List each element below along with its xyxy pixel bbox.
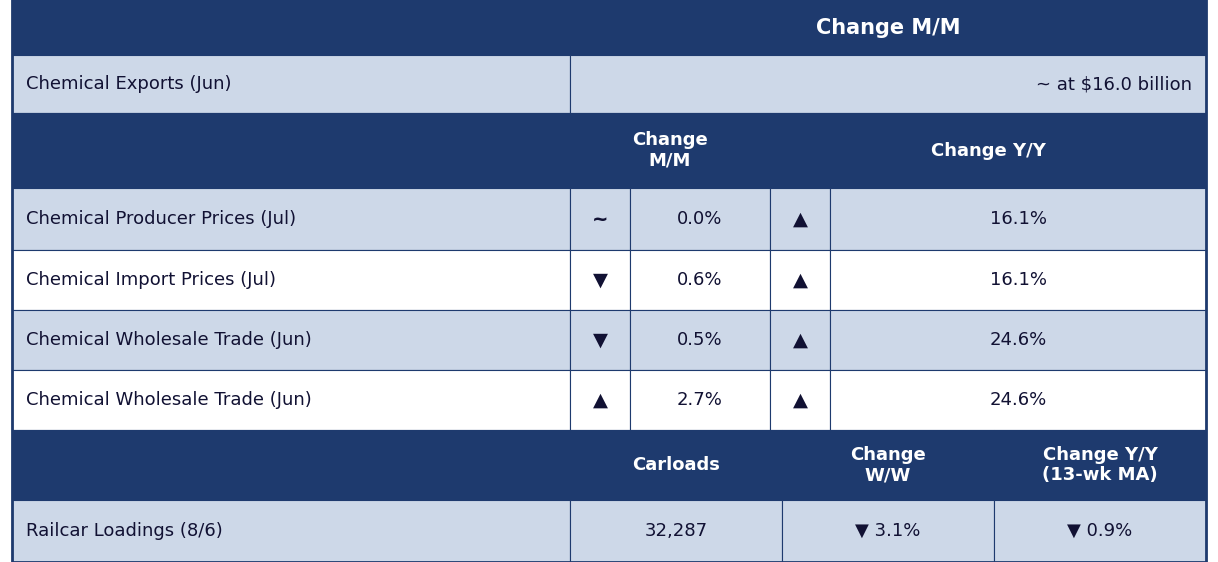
- Bar: [829, 370, 1206, 430]
- Text: ~: ~: [592, 210, 608, 229]
- Text: 0.5%: 0.5%: [677, 331, 722, 349]
- Text: ~ at $16.0 billion: ~ at $16.0 billion: [1037, 75, 1192, 93]
- Text: 2.7%: 2.7%: [677, 391, 723, 409]
- Bar: [630, 188, 770, 250]
- Text: 0.0%: 0.0%: [677, 210, 722, 228]
- Bar: [770, 310, 829, 370]
- Bar: [570, 250, 630, 310]
- Text: Change Y/Y
(13-wk MA): Change Y/Y (13-wk MA): [1043, 446, 1158, 484]
- Bar: [630, 370, 770, 430]
- Text: Chemical Wholesale Trade (Jun): Chemical Wholesale Trade (Jun): [26, 391, 312, 409]
- Text: 16.1%: 16.1%: [989, 210, 1046, 228]
- Text: Chemical Wholesale Trade (Jun): Chemical Wholesale Trade (Jun): [26, 331, 312, 349]
- Text: 24.6%: 24.6%: [989, 331, 1046, 349]
- Text: ▼ 3.1%: ▼ 3.1%: [855, 522, 921, 540]
- Text: Chemical Exports (Jun): Chemical Exports (Jun): [26, 75, 231, 93]
- Bar: [12, 0, 570, 55]
- Text: Change M/M: Change M/M: [816, 17, 960, 38]
- Bar: [782, 500, 994, 562]
- Text: 24.6%: 24.6%: [989, 391, 1046, 409]
- Bar: [770, 188, 829, 250]
- Bar: [12, 430, 570, 500]
- Text: ▲: ▲: [793, 330, 808, 350]
- Text: ▼ 0.9%: ▼ 0.9%: [1067, 522, 1133, 540]
- Bar: [570, 310, 630, 370]
- Bar: [630, 250, 770, 310]
- Text: ▲: ▲: [793, 270, 808, 289]
- Bar: [994, 500, 1206, 562]
- Bar: [630, 310, 770, 370]
- Text: 16.1%: 16.1%: [989, 271, 1046, 289]
- Bar: [770, 370, 829, 430]
- Bar: [829, 310, 1206, 370]
- Bar: [570, 430, 782, 500]
- Bar: [12, 113, 570, 188]
- Text: ▲: ▲: [592, 391, 608, 410]
- Text: Railcar Loadings (8/6): Railcar Loadings (8/6): [26, 522, 223, 540]
- Bar: [570, 0, 1206, 55]
- Text: Change
W/W: Change W/W: [850, 446, 926, 484]
- Bar: [829, 188, 1206, 250]
- Bar: [12, 500, 570, 562]
- Bar: [770, 250, 829, 310]
- Text: ▼: ▼: [592, 330, 608, 350]
- Bar: [782, 430, 994, 500]
- Bar: [570, 188, 630, 250]
- Bar: [12, 188, 570, 250]
- Bar: [12, 370, 570, 430]
- Bar: [12, 310, 570, 370]
- Text: Chemical Producer Prices (Jul): Chemical Producer Prices (Jul): [26, 210, 296, 228]
- Text: Carloads: Carloads: [632, 456, 720, 474]
- Text: Change
M/M: Change M/M: [632, 131, 708, 170]
- Text: 32,287: 32,287: [644, 522, 708, 540]
- Bar: [994, 430, 1206, 500]
- Text: ▲: ▲: [793, 391, 808, 410]
- Bar: [570, 113, 770, 188]
- Text: 0.6%: 0.6%: [677, 271, 722, 289]
- Text: Change Y/Y: Change Y/Y: [931, 142, 1045, 160]
- Bar: [570, 370, 630, 430]
- Bar: [12, 250, 570, 310]
- Bar: [570, 500, 782, 562]
- Bar: [770, 113, 1206, 188]
- Text: Chemical Import Prices (Jul): Chemical Import Prices (Jul): [26, 271, 276, 289]
- Text: ▲: ▲: [793, 210, 808, 229]
- Bar: [12, 55, 570, 113]
- Bar: [570, 55, 1206, 113]
- Bar: [829, 250, 1206, 310]
- Text: ▼: ▼: [592, 270, 608, 289]
